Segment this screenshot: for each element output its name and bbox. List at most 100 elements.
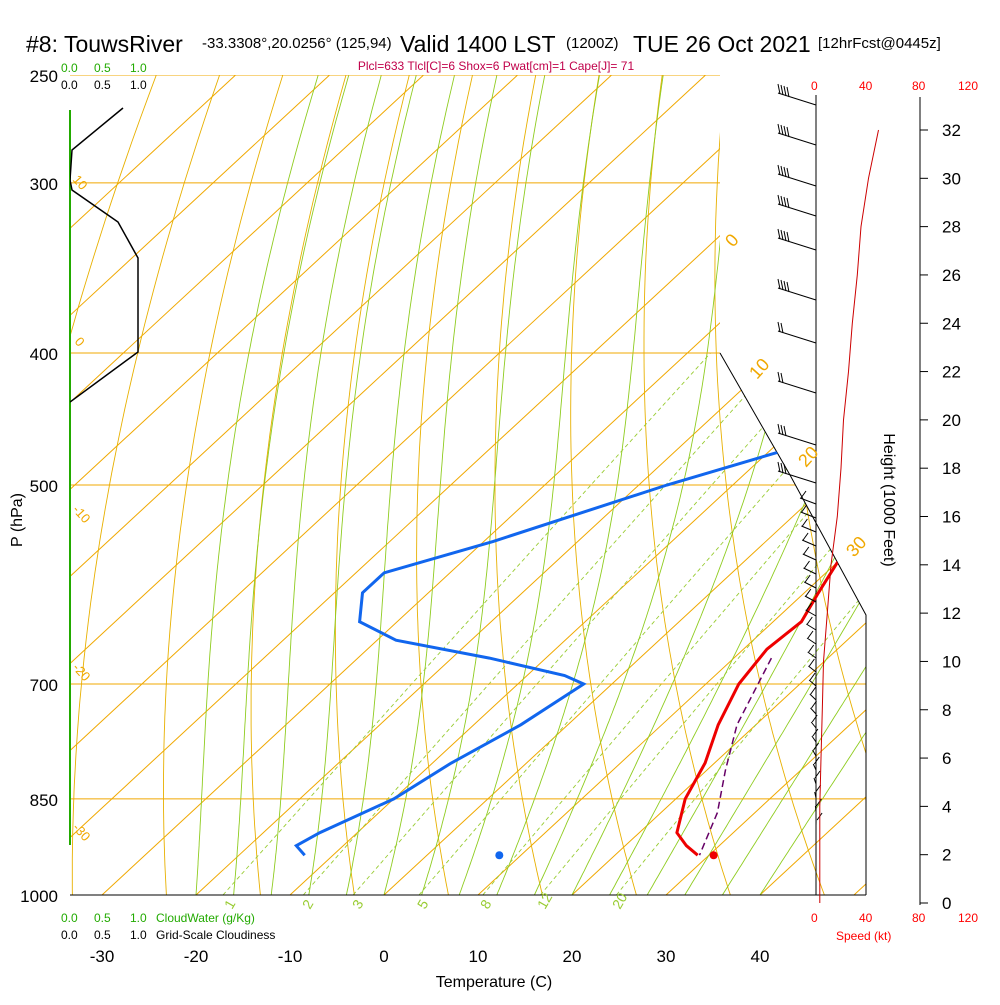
low-wind-barb-tick-738 <box>813 729 818 736</box>
wind-barb-flag-8-0 <box>778 424 780 434</box>
low-wind-barb-tick-556 <box>804 547 809 554</box>
temp-tick-10: 10 <box>469 947 488 966</box>
mixing-ratio-label-6: 20 <box>609 890 631 912</box>
pressure-tick-250: 250 <box>30 67 58 86</box>
wind-barb-flag-7-1 <box>781 373 783 383</box>
dry-adiabat-340 <box>850 75 1000 895</box>
wind-barb-flag-8-1 <box>781 425 783 435</box>
temp-tick-20: 20 <box>563 947 582 966</box>
mixing-ratio-label-2: 3 <box>349 897 367 912</box>
speed-bottom-120: 120 <box>958 911 978 925</box>
mixing-ratio-3 <box>353 353 828 895</box>
height-tick-20: 20 <box>942 411 961 430</box>
isotherm-label-0: 0 <box>721 230 743 251</box>
left-isotherm-label-0: 10 <box>70 172 91 193</box>
wind-speed-line <box>820 130 879 903</box>
mixing-ratio-label-3: 5 <box>414 897 432 912</box>
temp-tick-40: 40 <box>751 947 770 966</box>
low-wind-barb-tick-528 <box>802 519 807 526</box>
left-isotherm-label-3: -20 <box>70 660 94 684</box>
speed-bottom-40: 40 <box>859 911 873 925</box>
pressure-tick-500: 500 <box>30 477 58 496</box>
wind-barb-flag-5-0 <box>778 279 780 289</box>
wind-barb-flag-2-1 <box>781 166 783 176</box>
low-wind-barb-710 <box>811 708 817 714</box>
pressure-tick-700: 700 <box>30 676 58 695</box>
temp-tick-0: 0 <box>379 947 388 966</box>
cloudiness-bottom-2: 1.0 <box>130 928 147 942</box>
height-tick-16: 16 <box>942 508 961 527</box>
low-wind-barb-528 <box>801 526 816 532</box>
pressure-tick-1000: 1000 <box>20 887 58 906</box>
mixing-ratio-1 <box>223 353 711 895</box>
wind-barb-6 <box>778 331 816 343</box>
x-axis-label: Temperature (C) <box>436 974 552 991</box>
height-tick-12: 12 <box>942 604 961 623</box>
wind-barb-flag-1-0 <box>778 124 780 134</box>
height-tick-6: 6 <box>942 749 951 768</box>
wind-barb-flag-4-1 <box>781 230 783 240</box>
temp-tick--30: -30 <box>90 947 115 966</box>
cloudiness-bottom-0: 0.0 <box>61 928 78 942</box>
mixing-ratio-label-4: 8 <box>477 897 495 912</box>
wind-barb-7 <box>778 381 816 393</box>
low-wind-barb-696 <box>810 694 816 700</box>
height-tick-24: 24 <box>942 314 961 333</box>
y-axis-label: P (hPa) <box>9 493 26 547</box>
height-tick-4: 4 <box>942 797 951 816</box>
left-isotherm-label-1: 0 <box>72 334 88 349</box>
wind-barb-flag-0-0 <box>778 84 780 94</box>
cloudiness-line <box>70 108 138 402</box>
isobar-lines <box>70 75 866 895</box>
speed-top-80: 80 <box>912 79 926 93</box>
low-wind-barb-570 <box>804 568 817 574</box>
height-tick-8: 8 <box>942 701 951 720</box>
dry-adiabat-330 <box>784 75 919 895</box>
low-wind-barb-542 <box>802 540 816 546</box>
cloudwater-scale-0: 0.0 <box>61 61 78 75</box>
station-title: #8: TouwsRiver <box>26 31 183 57</box>
wind-barb-0 <box>778 93 816 105</box>
height-axis-label: Height (1000 Feet) <box>880 433 897 566</box>
low-wind-barb-500 <box>800 498 816 504</box>
low-wind-barb-654 <box>808 652 816 658</box>
top-legend: 0.0 0.5 1.0 0.0 0.5 1.0 <box>61 61 147 92</box>
wind-barb-flag-9-0 <box>778 462 780 472</box>
speed-top-40: 40 <box>859 79 873 93</box>
low-wind-barb-668 <box>808 666 816 672</box>
wind-barb-flag-2-0 <box>778 165 780 175</box>
low-wind-barb-tick-500 <box>801 491 806 498</box>
cloudiness-scale-0: 0.0 <box>61 78 78 92</box>
wind-barb-5 <box>778 288 816 300</box>
station-coords: -33.3308°,20.0256° (125,94) <box>202 35 392 52</box>
low-wind-barb-626 <box>806 624 816 630</box>
speed-bottom-0: 0 <box>811 911 818 925</box>
cloudwater-bottom-1: 0.5 <box>94 911 111 925</box>
low-wind-barb-724 <box>811 722 816 728</box>
low-wind-barb-752 <box>813 750 816 756</box>
cloudiness-bottom-1: 0.5 <box>94 928 111 942</box>
isotherm-50 <box>854 75 1000 895</box>
mixing-ratio-8 <box>483 353 946 895</box>
bottom-legend: 0.0 0.5 1.0 CloudWater (g/Kg) 0.0 0.5 1.… <box>61 79 978 943</box>
speed-top-0: 0 <box>811 79 818 93</box>
cloudiness-profile <box>70 108 138 402</box>
dry-adiabat-360 <box>978 75 1000 895</box>
mixing-ratio-2 <box>303 353 783 895</box>
cloudwater-scale-1: 0.5 <box>94 61 111 75</box>
wind-barb-flag-9-1 <box>781 463 783 473</box>
height-tick-14: 14 <box>942 556 961 575</box>
wind-barb-flag-1-1 <box>781 125 783 135</box>
mixing-ratio-label-0: 1 <box>221 897 239 912</box>
speed-top-120: 120 <box>958 79 978 93</box>
isotherm-label-3: 30 <box>842 532 870 560</box>
cloudwater-label: CloudWater (g/Kg) <box>156 911 255 925</box>
cloudiness-label: Grid-Scale Cloudiness <box>156 928 275 942</box>
cloudiness-scale-1: 0.5 <box>94 78 111 92</box>
height-tick-0: 0 <box>942 894 951 913</box>
wind-barb-3 <box>778 204 816 216</box>
pressure-tick-300: 300 <box>30 175 58 194</box>
low-wind-barb-808 <box>815 806 816 812</box>
moist-adiabat-40 <box>760 75 1000 895</box>
dry-adiabat-350 <box>915 75 1000 895</box>
